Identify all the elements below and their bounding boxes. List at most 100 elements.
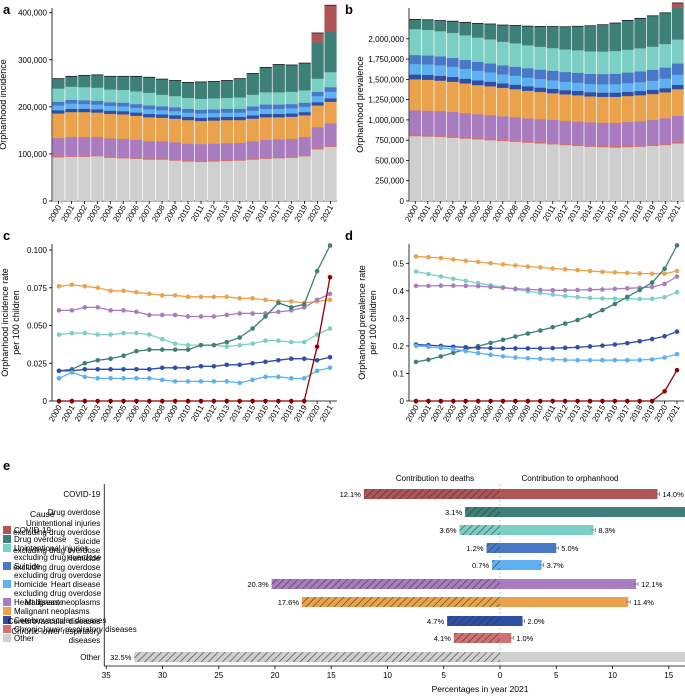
- bar-segment-cerebro: [521, 86, 534, 91]
- data-point-cerebro: [327, 354, 333, 360]
- bar-segment-cerebro: [233, 116, 246, 121]
- bar-segment-chronic: [117, 156, 130, 159]
- x-tick-label: 2021: [665, 403, 682, 423]
- series-line-unint: [58, 327, 331, 348]
- y-tick-label: 0.075: [27, 284, 48, 293]
- y-axis-label-line2: per 100 children: [368, 290, 378, 355]
- bar-segment-other: [91, 156, 104, 202]
- bar-segment-cerebro: [298, 111, 311, 116]
- data-point-cerebro: [637, 338, 643, 344]
- bar-segment-suicide: [509, 66, 522, 76]
- bar-segment-other: [521, 142, 534, 202]
- data-point-drug: [587, 313, 593, 318]
- bar-segment-malig: [117, 114, 130, 140]
- bar-segment-unint: [104, 89, 117, 103]
- data-point-malig: [237, 296, 242, 301]
- bar-segment-other: [484, 140, 497, 202]
- orphan-value-label: 8.3%: [598, 526, 615, 535]
- data-point-cerebro: [314, 357, 320, 363]
- data-point-heart: [69, 308, 75, 313]
- data-point-cerebro: [185, 365, 191, 371]
- bar-segment-other: [496, 140, 509, 202]
- bar-segment-drug: [194, 81, 208, 100]
- data-point-covid: [276, 398, 281, 404]
- data-point-drug: [537, 328, 543, 333]
- bar-segment-malig: [421, 79, 434, 111]
- data-point-covid: [250, 398, 255, 404]
- orphan-bar-chronic: [500, 633, 512, 643]
- bar-segment-unint: [130, 91, 143, 105]
- category-label-drug: Drug overdose: [48, 508, 101, 517]
- bar-segment-drug: [521, 25, 534, 46]
- data-point-cerebro: [662, 333, 667, 339]
- y-tick-label: 0: [43, 197, 48, 206]
- category-label-line: Homicide: [67, 554, 101, 563]
- data-point-malig: [211, 294, 217, 300]
- data-point-covid: [624, 398, 630, 404]
- data-point-covid: [327, 274, 333, 280]
- bar-segment-cerebro: [671, 84, 684, 90]
- series-line-covid: [416, 369, 678, 402]
- bar-segment-heart: [484, 114, 497, 139]
- bar-segment-heart: [78, 136, 91, 156]
- bar-segment-covid: [671, 2, 684, 8]
- data-point-malig: [488, 260, 493, 266]
- bar-segment-suicide: [78, 100, 91, 105]
- bar-segment-drug: [233, 78, 246, 98]
- orphan-value-label: 2.0%: [528, 617, 545, 626]
- data-point-malig: [674, 268, 680, 274]
- category-label-covid: COVID-19: [63, 490, 100, 499]
- data-point-heart: [108, 308, 113, 313]
- bar-segment-unint: [220, 97, 233, 109]
- y-tick-label: 750,000: [375, 136, 404, 145]
- bar-segment-heart: [459, 112, 472, 138]
- bar-segment-drug: [446, 20, 459, 34]
- bar-segment-other: [285, 157, 298, 202]
- bar-segment-other: [311, 149, 324, 202]
- bar-segment-drug: [311, 42, 324, 79]
- bar-segment-malig: [78, 111, 91, 138]
- series-line-malig: [415, 255, 678, 275]
- bar-segment-unint: [311, 78, 324, 92]
- bar-segment-unint: [659, 43, 672, 68]
- data-point-homicide: [413, 343, 419, 349]
- data-point-heart: [134, 309, 139, 315]
- bar-segment-drug: [91, 74, 104, 88]
- data-point-covid: [198, 398, 204, 404]
- bar-segment-cerebro: [509, 84, 522, 90]
- bar-segment-drug: [285, 64, 298, 92]
- bar-segment-homicide: [484, 72, 497, 82]
- y-tick-label: 2,000,000: [368, 35, 404, 44]
- legend-swatch-homicide: [3, 580, 11, 588]
- bar-segment-cerebro: [324, 98, 337, 102]
- data-point-unint: [134, 330, 139, 336]
- data-point-drug: [674, 243, 680, 248]
- bar-segment-suicide: [207, 109, 221, 114]
- data-point-homicide: [475, 350, 481, 356]
- bar-segment-unint: [484, 39, 497, 64]
- bar-segment-drug: [609, 22, 622, 52]
- data-point-malig: [575, 267, 580, 273]
- data-point-homicide: [587, 357, 593, 363]
- bar-segment-chronic: [496, 139, 509, 142]
- data-point-malig: [525, 264, 531, 269]
- data-point-unint: [314, 332, 320, 337]
- data-point-homicide: [450, 346, 456, 352]
- bar-segment-other: [194, 161, 208, 202]
- bar-segment-homicide: [156, 109, 169, 115]
- data-point-heart: [224, 312, 230, 318]
- bar-segment-chronic: [646, 144, 659, 147]
- bar-segment-suicide: [559, 71, 572, 82]
- y-axis-label: Orphanhood prevalence: [355, 56, 365, 153]
- bar-segment-cerebro: [546, 88, 559, 94]
- bar-segment-homicide: [194, 113, 208, 118]
- bar-segment-chronic: [446, 135, 459, 138]
- data-point-homicide: [612, 357, 618, 363]
- legend-label-line: excluding drug overdose: [14, 589, 102, 598]
- bar-segment-unint: [409, 28, 422, 56]
- bar-segment-unint: [459, 35, 472, 61]
- series-line-cerebro: [59, 356, 331, 372]
- legend-label-line: excluding drug overdose: [14, 553, 102, 562]
- data-point-drug: [637, 287, 643, 293]
- bar-segment-suicide: [609, 73, 622, 85]
